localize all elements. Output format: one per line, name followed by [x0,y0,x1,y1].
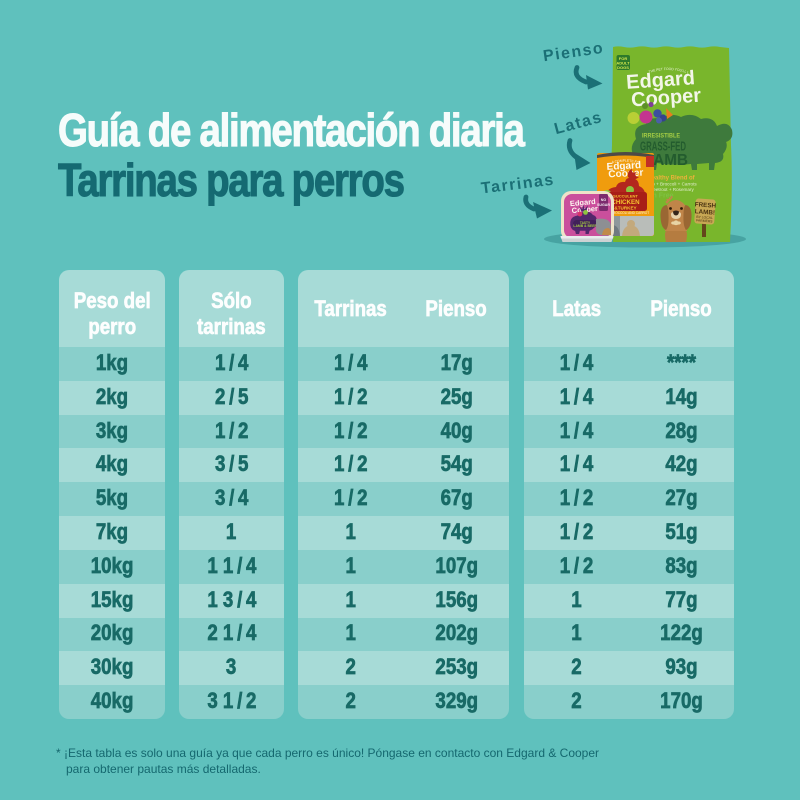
svg-text:DOGS: DOGS [617,65,629,70]
svg-text:IRRESISTIBLE: IRRESISTIBLE [642,133,680,139]
svg-text:Healthy Blend of: Healthy Blend of [647,175,695,181]
svg-text:SUGAR: SUGAR [597,203,610,207]
svg-text:LAMB: LAMB [644,152,688,169]
svg-text:Lamb + Broccoli + Carrots: Lamb + Broccoli + Carrots [643,182,697,187]
svg-text:Grain Free: Grain Free [638,193,673,200]
svg-text:Edgard: Edgard [625,67,695,94]
svg-text:FARMERS: FARMERS [696,218,713,223]
svg-text:+ Beetroot + Rosemary: + Beetroot + Rosemary [646,187,694,192]
svg-text:TASTY: TASTY [580,221,591,225]
svg-text:BY LOCAL: BY LOCAL [696,215,713,220]
svg-text:CHICKEN: CHICKEN [611,199,640,206]
svg-text:GRASS-FED: GRASS-FED [640,139,686,153]
svg-text:Edgard: Edgard [570,197,597,208]
svg-text:Edgard: Edgard [606,160,641,173]
svg-text:FRESH: FRESH [694,201,716,210]
svg-text:WITH BROCCOLI AND CARROT: WITH BROCCOLI AND CARROT [602,211,650,215]
svg-text:LAMB & BEEF: LAMB & BEEF [573,224,596,228]
svg-text:FOR: FOR [619,56,628,61]
svg-text:Cooper: Cooper [608,168,644,181]
svg-text:ADULT: ADULT [616,60,630,65]
svg-text:&TURKEY: &TURKEY [614,205,636,210]
svg-text:LAMB!: LAMB! [695,208,716,216]
svg-text:SUCCULENT: SUCCULENT [613,194,638,199]
svg-text:NO: NO [601,198,607,202]
